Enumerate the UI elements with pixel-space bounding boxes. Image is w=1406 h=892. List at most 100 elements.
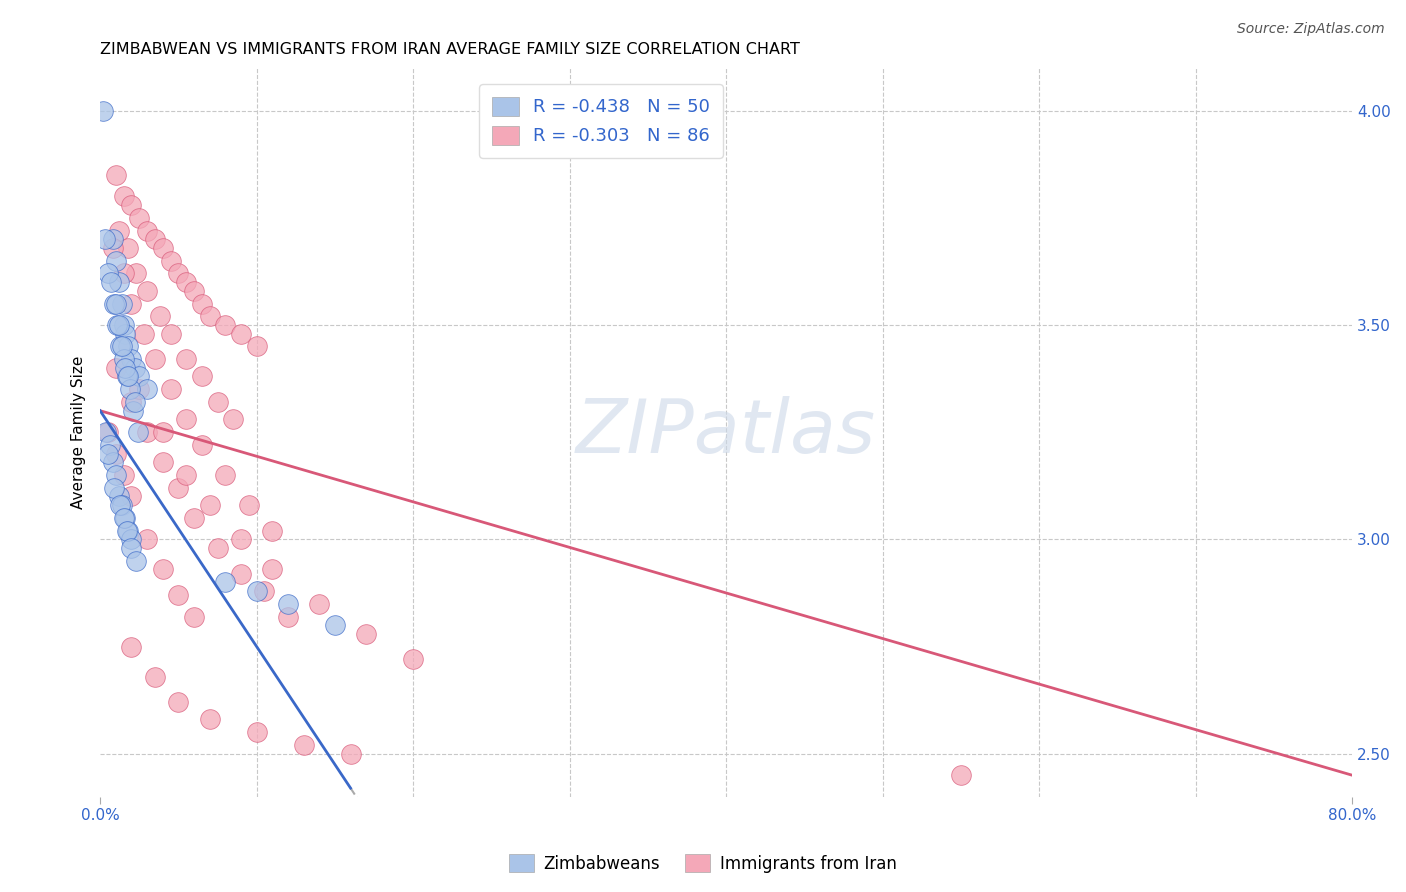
- Point: [174, 275, 197, 289]
- Point: [167, 267, 190, 281]
- Point: [354, 626, 377, 640]
- Point: [214, 468, 236, 483]
- Point: [122, 403, 145, 417]
- Point: [246, 583, 269, 598]
- Point: [112, 511, 135, 525]
- Point: [120, 533, 142, 547]
- Point: [114, 511, 136, 525]
- Point: [277, 597, 299, 611]
- Point: [136, 224, 159, 238]
- Point: [198, 498, 221, 512]
- Point: [167, 588, 190, 602]
- Point: [120, 198, 142, 212]
- Point: [292, 738, 315, 752]
- Point: [159, 382, 181, 396]
- Point: [120, 352, 142, 367]
- Point: [262, 524, 284, 538]
- Point: [128, 211, 150, 225]
- Point: [100, 275, 122, 289]
- Point: [143, 670, 166, 684]
- Point: [105, 318, 128, 332]
- Point: [114, 326, 136, 341]
- Point: [214, 318, 236, 332]
- Point: [112, 352, 135, 367]
- Point: [98, 438, 121, 452]
- Point: [115, 369, 138, 384]
- Point: [262, 562, 284, 576]
- Point: [125, 554, 148, 568]
- Point: [117, 369, 139, 384]
- Point: [152, 241, 174, 255]
- Point: [103, 296, 125, 310]
- Point: [104, 447, 127, 461]
- Point: [117, 524, 139, 538]
- Text: ZIMBABWEAN VS IMMIGRANTS FROM IRAN AVERAGE FAMILY SIZE CORRELATION CHART: ZIMBABWEAN VS IMMIGRANTS FROM IRAN AVERA…: [100, 42, 800, 57]
- Point: [112, 468, 135, 483]
- Point: [114, 360, 136, 375]
- Point: [136, 425, 159, 439]
- Text: Source: ZipAtlas.com: Source: ZipAtlas.com: [1237, 22, 1385, 37]
- Point: [108, 490, 131, 504]
- Point: [111, 339, 134, 353]
- Point: [96, 425, 118, 439]
- Point: [120, 395, 142, 409]
- Legend: Zimbabweans, Immigrants from Iran: Zimbabweans, Immigrants from Iran: [502, 847, 904, 880]
- Point: [115, 524, 138, 538]
- Point: [104, 468, 127, 483]
- Point: [136, 284, 159, 298]
- Point: [246, 339, 269, 353]
- Point: [104, 253, 127, 268]
- Point: [159, 326, 181, 341]
- Point: [246, 725, 269, 739]
- Point: [174, 468, 197, 483]
- Point: [152, 562, 174, 576]
- Point: [104, 296, 127, 310]
- Point: [97, 267, 120, 281]
- Point: [108, 275, 131, 289]
- Point: [120, 296, 142, 310]
- Point: [167, 481, 190, 495]
- Point: [214, 575, 236, 590]
- Point: [308, 597, 330, 611]
- Point: [111, 296, 134, 310]
- Point: [143, 232, 166, 246]
- Point: [127, 425, 149, 439]
- Point: [108, 318, 131, 332]
- Point: [207, 395, 229, 409]
- Point: [253, 583, 276, 598]
- Point: [152, 425, 174, 439]
- Y-axis label: Average Family Size: Average Family Size: [72, 356, 86, 508]
- Point: [128, 369, 150, 384]
- Point: [174, 352, 197, 367]
- Point: [149, 310, 172, 324]
- Point: [108, 224, 131, 238]
- Point: [949, 768, 972, 782]
- Point: [101, 455, 124, 469]
- Point: [174, 412, 197, 426]
- Point: [132, 326, 155, 341]
- Point: [112, 267, 135, 281]
- Point: [112, 318, 135, 332]
- Point: [339, 747, 361, 761]
- Point: [198, 713, 221, 727]
- Text: ZIPatlas: ZIPatlas: [576, 396, 876, 468]
- Point: [120, 640, 142, 654]
- Point: [191, 296, 214, 310]
- Point: [152, 455, 174, 469]
- Point: [136, 382, 159, 396]
- Point: [97, 425, 120, 439]
- Point: [207, 541, 229, 555]
- Point: [112, 189, 135, 203]
- Point: [183, 284, 205, 298]
- Point: [238, 498, 260, 512]
- Point: [229, 326, 252, 341]
- Point: [94, 232, 117, 246]
- Point: [183, 511, 205, 525]
- Point: [323, 618, 346, 632]
- Point: [191, 369, 214, 384]
- Point: [101, 232, 124, 246]
- Point: [110, 498, 132, 512]
- Point: [128, 382, 150, 396]
- Point: [118, 382, 141, 396]
- Point: [143, 352, 166, 367]
